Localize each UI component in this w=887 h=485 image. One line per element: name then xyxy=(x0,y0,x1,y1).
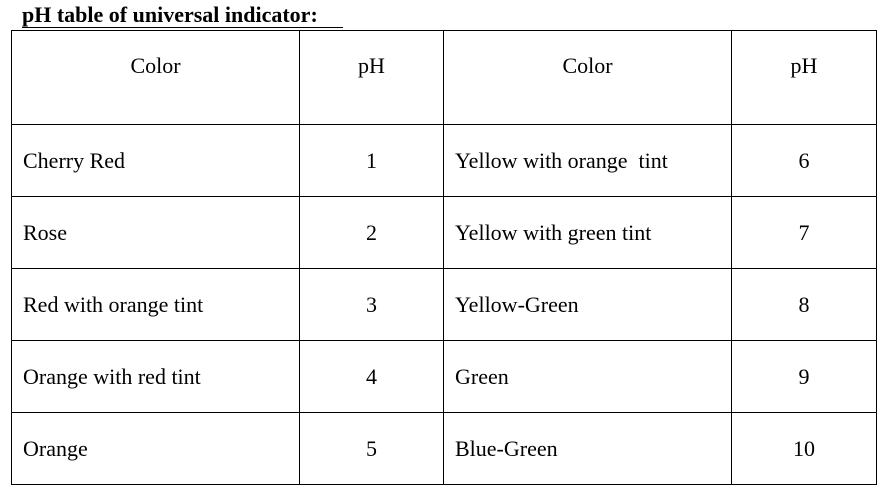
ph-cell: 1 xyxy=(299,124,444,197)
color-cell: Cherry Red xyxy=(11,124,300,197)
ph-cell: 4 xyxy=(299,340,444,413)
color-cell: Red with orange tint xyxy=(11,268,300,341)
ph-cell: 9 xyxy=(731,340,877,413)
color-cell: Rose xyxy=(11,196,300,269)
table-row: Orange 5 Blue-Green 10 xyxy=(11,412,877,485)
color-cell: Green xyxy=(443,340,732,413)
header-ph-left: pH xyxy=(299,30,444,125)
title-underline xyxy=(22,27,343,28)
ph-cell: 8 xyxy=(731,268,877,341)
ph-cell: 3 xyxy=(299,268,444,341)
table-row: Red with orange tint 3 Yellow-Green 8 xyxy=(11,268,877,341)
table-row: Orange with red tint 4 Green 9 xyxy=(11,340,877,413)
header-color-right: Color xyxy=(443,30,732,125)
ph-cell: 7 xyxy=(731,196,877,269)
color-cell: Yellow with green tint xyxy=(443,196,732,269)
ph-cell: 2 xyxy=(299,196,444,269)
header-ph-right: pH xyxy=(731,30,877,125)
color-cell: Yellow with orange tint xyxy=(443,124,732,197)
ph-cell: 6 xyxy=(731,124,877,197)
table-row: Cherry Red 1 Yellow with orange tint 6 xyxy=(11,124,877,197)
ph-cell: 5 xyxy=(299,412,444,485)
color-cell: Yellow-Green xyxy=(443,268,732,341)
ph-table: Color pH Color pH Cherry Red 1 Yellow wi… xyxy=(11,30,877,485)
color-cell: Orange xyxy=(11,412,300,485)
header-color-left: Color xyxy=(11,30,300,125)
color-cell: Orange with red tint xyxy=(11,340,300,413)
color-cell: Blue-Green xyxy=(443,412,732,485)
page-title: pH table of universal indicator: xyxy=(22,2,318,27)
table-row: Rose 2 Yellow with green tint 7 xyxy=(11,196,877,269)
ph-cell: 10 xyxy=(731,412,877,485)
table-header-row: Color pH Color pH xyxy=(11,30,877,125)
